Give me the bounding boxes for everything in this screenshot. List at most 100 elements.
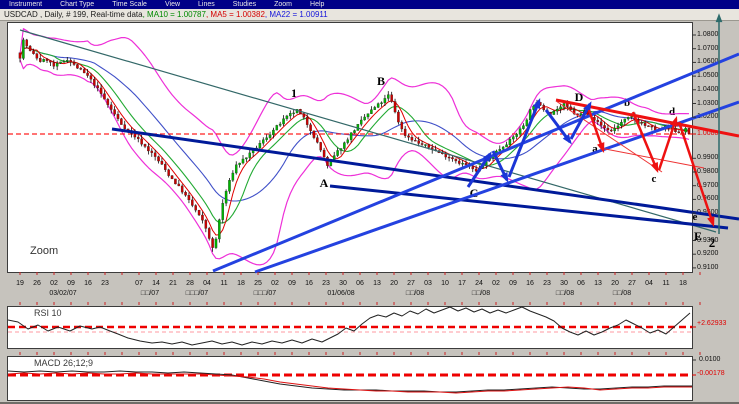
macd-panel-canvas[interactable]	[7, 356, 693, 401]
x-axis-week-label: 10	[441, 280, 449, 287]
y-axis-label: 1.0400	[697, 85, 719, 93]
x-axis-week-label: 30	[560, 280, 568, 287]
menu-chart-type[interactable]: Chart Type	[60, 1, 95, 8]
x-axis-date-label: 03/02/07	[49, 290, 77, 297]
wave-label-A: A	[319, 176, 329, 190]
menu-bar: Instrument Chart Type Time Scale View Li…	[0, 0, 739, 9]
y-axis-label: 1.0300	[697, 99, 719, 107]
x-axis-week-label: 04	[645, 280, 653, 287]
x-axis-date-label: □□/08	[471, 290, 491, 297]
y-axis-label: 0.9800	[697, 168, 719, 175]
x-axis-week-label: 18	[237, 280, 245, 287]
x-axis-week-label: 06	[356, 280, 364, 287]
x-axis-week-label: 02	[271, 280, 279, 287]
y-axis-label: 0.9500	[697, 209, 719, 217]
x-axis-week-label: 03	[424, 280, 432, 287]
x-axis-week-label: 25	[254, 280, 262, 287]
main-price-chart-canvas[interactable]	[7, 22, 693, 273]
y-axis-label: 1.0500	[697, 72, 719, 80]
y-axis-label: 0.9200	[697, 250, 719, 258]
wave-label-2: 2	[708, 235, 716, 250]
wave-label-d: d	[668, 106, 676, 118]
wave-label-E: E	[693, 229, 703, 243]
x-axis-week-label: 23	[322, 280, 330, 287]
instrument-info: USDCAD , Daily, # 199, Real-time data	[4, 10, 143, 19]
zoom-mode-label: Zoom	[30, 245, 59, 257]
wave-label-a: a	[592, 143, 598, 155]
x-axis-week-label: 18	[679, 280, 687, 287]
rsi-indicator-title: RSI 10	[34, 308, 62, 318]
x-axis-week-label: 06	[577, 280, 585, 287]
y-axis-label: 1.0700	[697, 44, 719, 52]
x-axis-week-label: 04	[203, 280, 211, 287]
wave-label-1: 1	[291, 86, 297, 100]
x-axis-date-label: □□/08	[612, 290, 632, 297]
x-axis-week-label: 28	[186, 280, 194, 287]
x-axis-week-label: 23	[101, 280, 109, 287]
y-axis-label: 0.9100	[697, 263, 719, 271]
x-axis-week-label: 02	[50, 280, 58, 287]
x-axis-date-label: □□□/07	[185, 290, 209, 297]
x-axis-week-label: 07	[135, 280, 143, 287]
menu-lines[interactable]: Lines	[198, 1, 215, 8]
x-axis-week-label: 17	[458, 280, 466, 287]
menu-studies[interactable]: Studies	[232, 1, 257, 8]
x-axis-week-label: 11	[220, 280, 228, 287]
y-axis-label: 1.0800	[697, 31, 719, 38]
x-axis-date-label: □□/07	[140, 290, 160, 297]
x-axis-week-label: 13	[594, 280, 602, 287]
wave-label-D: D	[574, 90, 584, 104]
x-axis-week-label: 02	[492, 280, 500, 287]
macd-indicator-title: MACD 26;12;9	[34, 358, 94, 368]
wave-label-c: c	[651, 173, 657, 185]
x-axis-date-label: □□/08	[405, 290, 425, 297]
menu-view[interactable]: View	[164, 1, 181, 8]
x-axis-week-label: 11	[662, 280, 670, 287]
y-axis-label: 0.9700	[697, 181, 719, 189]
x-axis-week-label: 16	[526, 280, 534, 287]
y-axis-label: 1.0600	[697, 58, 719, 66]
x-axis-week-label: 13	[373, 280, 381, 287]
x-axis-week-label: 20	[390, 280, 398, 287]
menu-time-scale[interactable]: Time Scale	[112, 1, 147, 8]
y-axis-label: 0.9900	[697, 154, 719, 162]
menu-instrument[interactable]: Instrument	[9, 1, 43, 8]
x-axis-week-label: 09	[288, 280, 296, 287]
x-axis-date-label: □□□/07	[253, 290, 277, 297]
window-bottom-edge	[0, 402, 739, 404]
menu-help[interactable]: Help	[310, 1, 325, 8]
x-axis-week-label: 26	[33, 280, 41, 287]
current-price-label: 1.0080	[697, 130, 719, 137]
rsi-panel-canvas[interactable]	[7, 306, 693, 349]
x-axis-week-label: 16	[84, 280, 92, 287]
x-axis-week-label: 19	[16, 280, 24, 287]
ma22-value: , MA22 = 1.00911	[264, 10, 328, 19]
menu-zoom[interactable]: Zoom	[274, 1, 293, 8]
x-axis-week-label: 27	[407, 280, 415, 287]
x-axis-date-label: □□/08	[555, 290, 575, 297]
x-axis-week-label: 20	[611, 280, 619, 287]
ma5-value: , MA5 = 1.00382	[205, 10, 265, 19]
ma10-value: , MA10 = 1.00787	[142, 10, 206, 19]
rsi-value-label: +2.62933	[697, 320, 727, 327]
x-axis-week-label: 16	[305, 280, 313, 287]
y-axis-label: 1.0200	[697, 113, 719, 121]
wave-label-b: b	[623, 97, 631, 109]
wave-label-e: e	[692, 211, 698, 223]
x-axis-date-label: 01/06/08	[327, 290, 355, 297]
y-axis-label: 0.9600	[697, 195, 719, 203]
macd-value-label: -0.00178	[697, 370, 725, 377]
x-axis-week-label: 30	[339, 280, 347, 287]
x-axis-week-label: 21	[169, 280, 177, 287]
x-axis-week-label: 09	[67, 280, 75, 287]
x-axis-week-label: 27	[628, 280, 636, 287]
x-axis-week-label: 09	[509, 280, 517, 287]
wave-label-B: B	[376, 74, 386, 88]
x-axis-week-label: 23	[543, 280, 551, 287]
wave-label-C: C	[469, 186, 479, 200]
macd-scale-label: 0.0100	[699, 356, 721, 363]
chart-title-bar: USDCAD , Daily, # 199, Real-time data, M…	[0, 9, 739, 21]
x-axis-week-label: 14	[152, 280, 160, 287]
x-axis-week-label: 24	[475, 280, 483, 287]
